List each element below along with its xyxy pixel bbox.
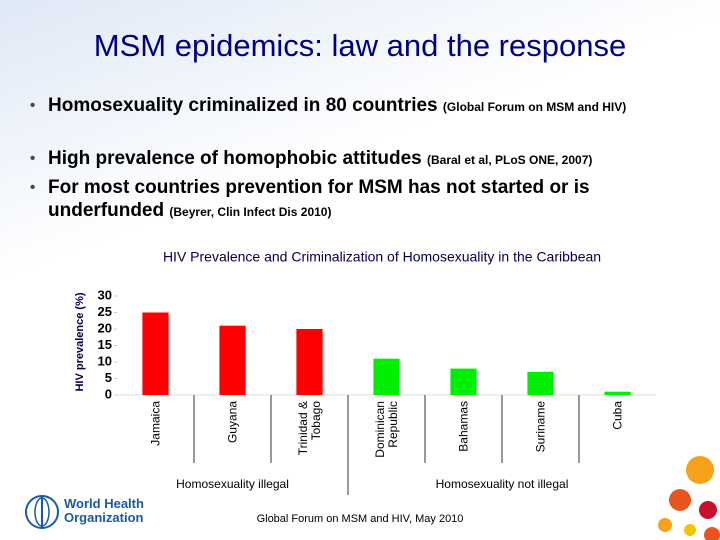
x-tick-label-line: Jamaica: [149, 401, 163, 446]
bullet-text: Homosexuality criminalized in 80 countri…: [48, 95, 438, 116]
decoration: [658, 456, 720, 540]
bar: [142, 312, 169, 395]
x-tick-label-line: Republic: [386, 401, 400, 448]
x-tick-label: Jamaica: [149, 401, 163, 446]
bullet-source: (Global Forum on MSM and HIV): [442, 100, 627, 114]
bullet-source: (Baral et al, PLoS ONE, 2007): [426, 153, 593, 167]
slide-title: MSM epidemics: law and the response: [93, 28, 627, 63]
x-tick-label-line: Suriname: [534, 401, 548, 453]
logo-line: World Health: [64, 496, 144, 511]
y-tick-label: 25: [98, 304, 112, 319]
x-tick-label: Trinidad &Tobago: [296, 401, 323, 456]
y-tick-label: 0: [105, 386, 112, 401]
bar: [604, 391, 631, 395]
x-tick-label: Bahamas: [457, 401, 471, 452]
y-tick-label: 20: [98, 320, 112, 335]
x-tick-label: DominicanRepublic: [373, 401, 400, 458]
chart-title: HIV Prevalence and Criminalization of Ho…: [163, 249, 601, 265]
y-tick-label: 5: [105, 370, 112, 385]
logo-line: Organization: [64, 510, 144, 525]
bar: [527, 371, 554, 395]
bullet: Homosexuality criminalized in 80 countri…: [30, 94, 718, 119]
bar: [296, 329, 323, 395]
y-tick-label: 10: [98, 353, 112, 368]
x-tick-label: Cuba: [611, 401, 625, 430]
bullet: High prevalence of homophobic attitudes …: [30, 147, 718, 172]
bullet-text: For most countries prevention for MSM ha…: [48, 177, 590, 221]
x-tick-label-line: Cuba: [611, 401, 625, 430]
bar: [450, 368, 477, 395]
y-axis-label: HIV prevalence (%): [74, 292, 86, 391]
x-tick-label-line: Bahamas: [457, 401, 471, 452]
group-label: Homosexuality illegal: [176, 477, 289, 491]
footer: Global Forum on MSM and HIV, May 2010: [256, 513, 464, 525]
x-tick-label: Suriname: [534, 401, 548, 453]
x-tick-label-line: Tobago: [309, 401, 323, 441]
bullet: For most countries prevention for MSM ha…: [30, 176, 688, 224]
y-tick-label: 15: [98, 337, 112, 352]
x-tick-label-line: Trinidad &: [296, 401, 310, 455]
bar: [373, 358, 400, 395]
group-label: Homosexuality not illegal: [436, 477, 569, 491]
x-tick-label: Guyana: [226, 401, 240, 443]
y-tick-label: 30: [98, 287, 112, 302]
logo-text: World Health Organization: [64, 497, 144, 525]
bullet-text: High prevalence of homophobic attitudes: [48, 148, 422, 169]
who-emblem: [25, 495, 59, 529]
bar: [219, 325, 246, 395]
x-tick-label-line: Dominican: [373, 401, 387, 458]
bullet-source: (Beyrer, Clin Infect Dis 2010): [169, 205, 332, 219]
x-tick-label-line: Guyana: [226, 401, 240, 443]
